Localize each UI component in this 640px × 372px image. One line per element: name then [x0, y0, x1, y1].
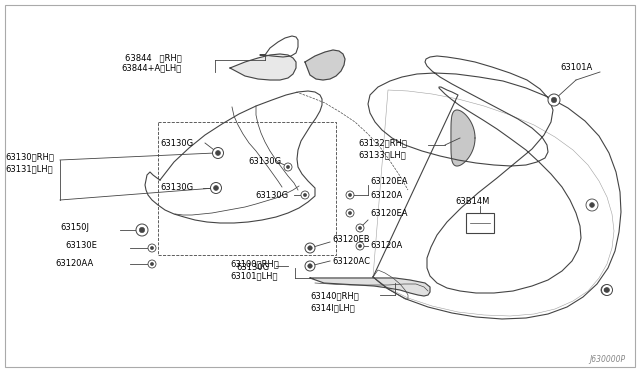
Text: 63130E: 63130E — [65, 241, 97, 250]
Text: 63100〈RH〉: 63100〈RH〉 — [230, 260, 279, 269]
Circle shape — [551, 97, 557, 103]
Text: 63120EB: 63120EB — [332, 235, 370, 244]
Circle shape — [305, 261, 315, 271]
Circle shape — [136, 224, 148, 236]
Circle shape — [548, 94, 560, 106]
Text: 63130G: 63130G — [248, 157, 281, 167]
Circle shape — [303, 193, 307, 196]
Circle shape — [358, 227, 362, 230]
Text: 63101〈LH〉: 63101〈LH〉 — [230, 272, 278, 280]
Text: 63120A: 63120A — [370, 190, 403, 199]
Text: 63120EA: 63120EA — [370, 177, 408, 186]
Circle shape — [605, 288, 609, 292]
Circle shape — [301, 191, 309, 199]
Circle shape — [148, 244, 156, 252]
Text: 63133〈LH〉: 63133〈LH〉 — [358, 151, 406, 160]
Circle shape — [308, 264, 312, 268]
Polygon shape — [310, 278, 430, 296]
Text: 63120EA: 63120EA — [370, 208, 408, 218]
Circle shape — [148, 260, 156, 268]
Circle shape — [346, 191, 354, 199]
Circle shape — [150, 262, 154, 266]
Text: 63130〈RH〉: 63130〈RH〉 — [5, 153, 54, 161]
Text: 63150J: 63150J — [60, 224, 89, 232]
Circle shape — [211, 183, 221, 193]
Circle shape — [601, 285, 611, 295]
Circle shape — [140, 227, 145, 233]
Polygon shape — [451, 110, 475, 166]
Text: 63844   〈RH〉: 63844 〈RH〉 — [125, 54, 182, 62]
Text: 63B14M: 63B14M — [455, 198, 490, 206]
Circle shape — [346, 209, 354, 217]
Circle shape — [589, 203, 595, 208]
Text: 63132〈RH〉: 63132〈RH〉 — [358, 138, 407, 148]
Circle shape — [150, 246, 154, 250]
Text: 63131〈LH〉: 63131〈LH〉 — [5, 164, 52, 173]
Text: 63120A: 63120A — [370, 241, 403, 250]
Text: 63844+A〈LH〉: 63844+A〈LH〉 — [122, 64, 182, 73]
Bar — [466, 213, 494, 233]
Circle shape — [287, 166, 290, 169]
Text: 63130G: 63130G — [160, 183, 193, 192]
Text: J630000P: J630000P — [589, 356, 625, 365]
Circle shape — [284, 163, 292, 171]
Circle shape — [348, 193, 351, 196]
Text: 63120AA: 63120AA — [55, 260, 93, 269]
Circle shape — [604, 288, 608, 292]
Text: 63120AC: 63120AC — [332, 257, 370, 266]
Circle shape — [586, 199, 598, 211]
Circle shape — [305, 243, 315, 253]
Circle shape — [212, 148, 223, 158]
Circle shape — [356, 224, 364, 232]
Circle shape — [602, 285, 612, 295]
Text: 6314I〈LH〉: 6314I〈LH〉 — [310, 304, 355, 312]
Text: 63140〈RH〉: 63140〈RH〉 — [310, 292, 359, 301]
Circle shape — [356, 242, 364, 250]
Circle shape — [216, 151, 220, 155]
Polygon shape — [230, 54, 296, 80]
Circle shape — [348, 211, 351, 215]
Text: 63130G: 63130G — [255, 190, 288, 199]
Circle shape — [308, 246, 312, 250]
Text: 63130G: 63130G — [160, 138, 193, 148]
Circle shape — [358, 244, 362, 248]
Polygon shape — [305, 50, 345, 80]
Circle shape — [214, 186, 218, 190]
Text: 63101A: 63101A — [560, 64, 592, 73]
Text: 63130G: 63130G — [236, 263, 269, 273]
